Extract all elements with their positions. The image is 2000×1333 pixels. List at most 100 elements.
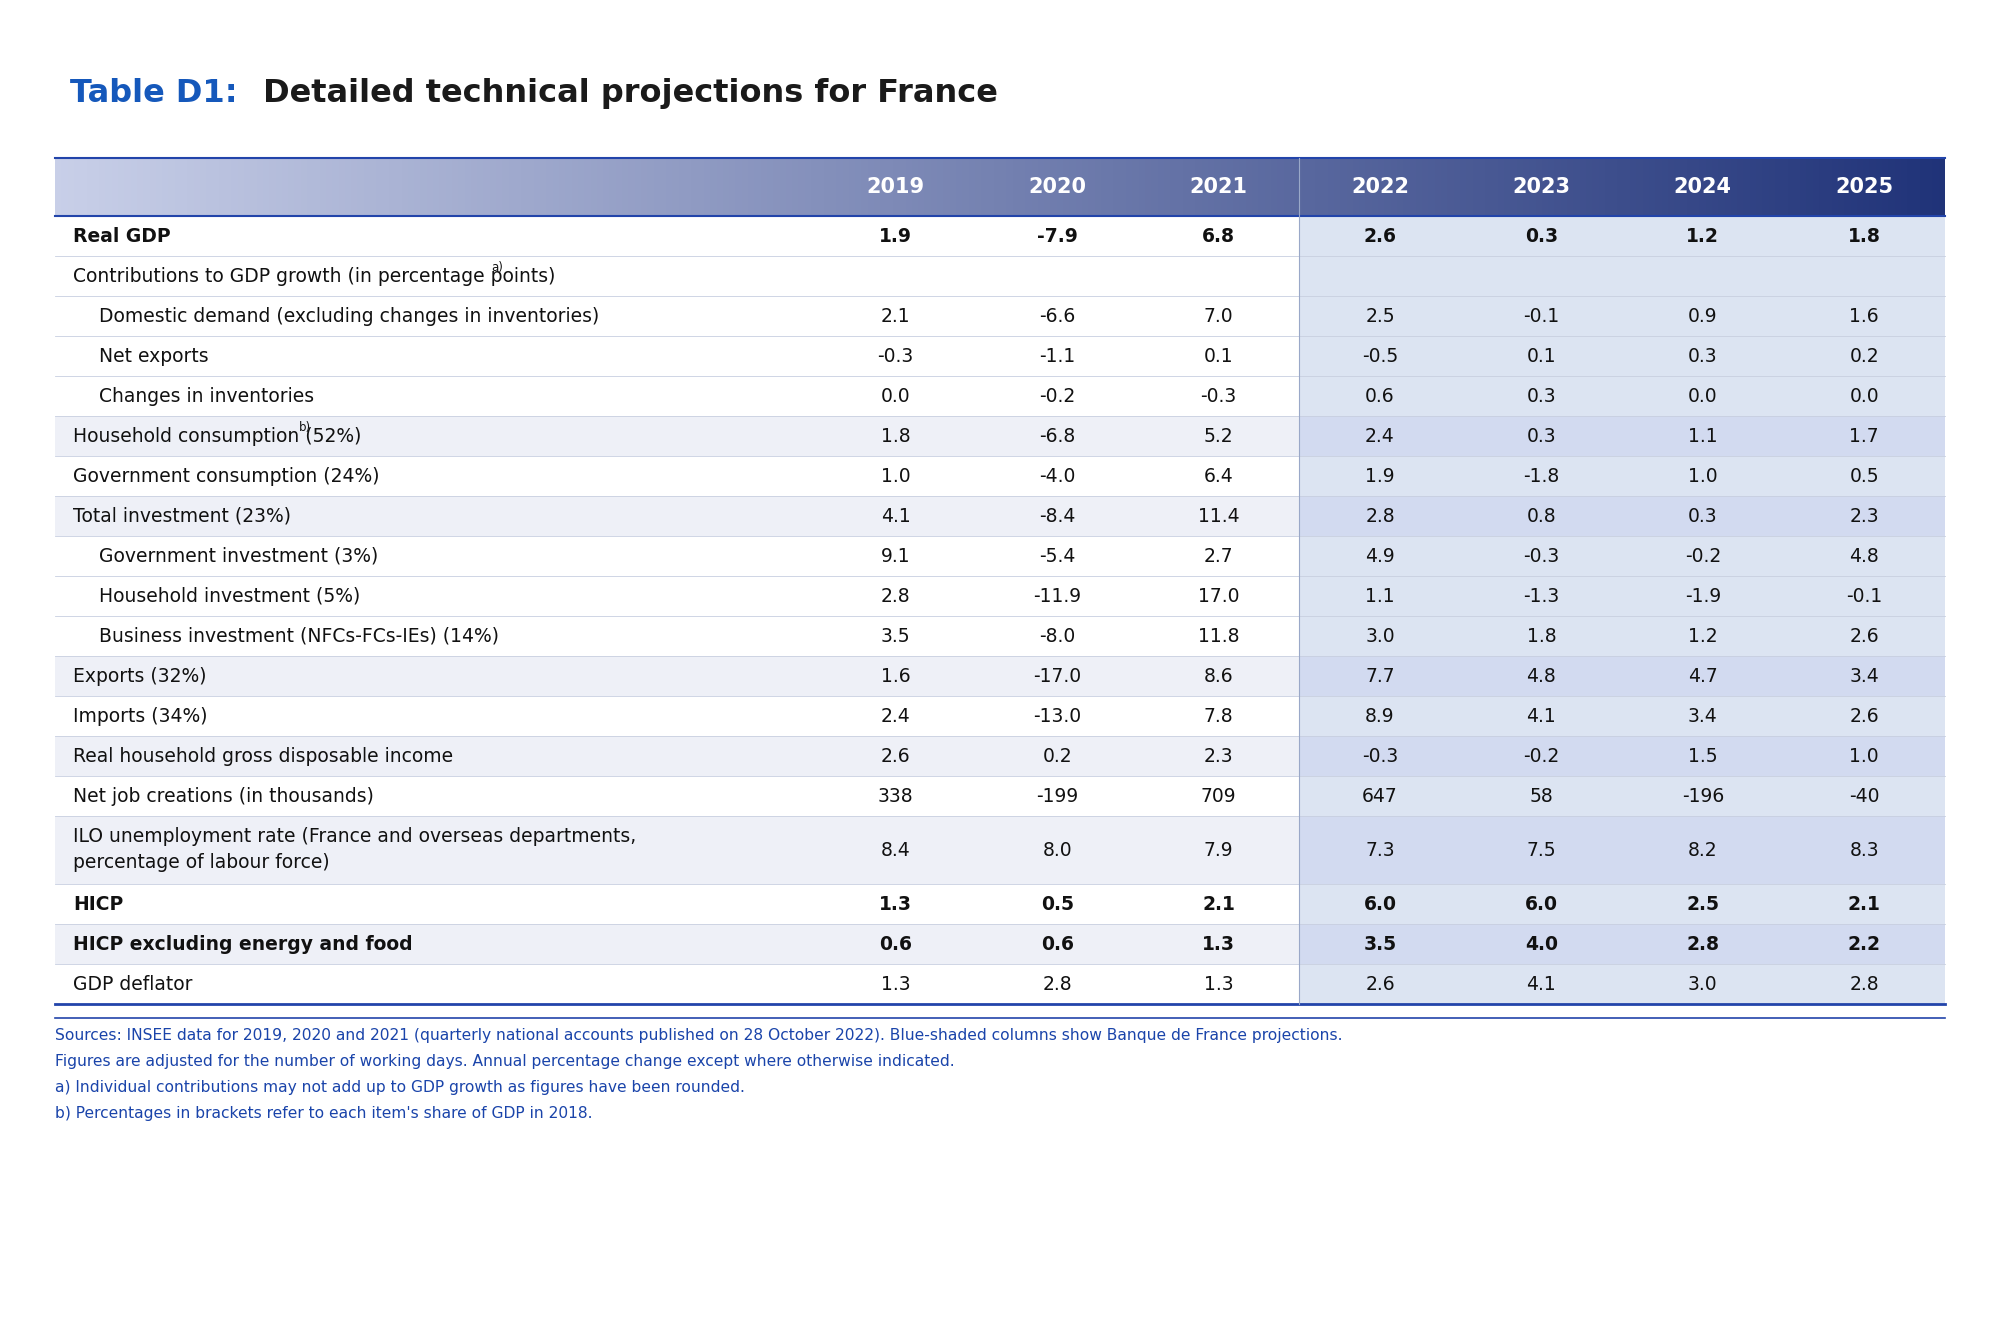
Text: 0.6: 0.6 bbox=[1366, 387, 1394, 405]
Text: 2.6: 2.6 bbox=[1850, 627, 1880, 645]
Text: 2023: 2023 bbox=[1512, 177, 1570, 197]
Bar bbox=[1624, 159, 1630, 216]
Bar bbox=[584, 159, 590, 216]
Text: -11.9: -11.9 bbox=[1034, 587, 1082, 605]
Bar bbox=[238, 159, 244, 216]
Bar bbox=[1730, 159, 1738, 216]
Bar bbox=[754, 159, 760, 216]
Bar bbox=[792, 159, 798, 216]
Bar bbox=[1648, 159, 1656, 216]
Bar bbox=[1630, 159, 1636, 216]
Bar bbox=[1560, 159, 1568, 216]
Bar bbox=[1592, 159, 1598, 216]
Bar bbox=[484, 159, 490, 216]
Bar bbox=[1234, 159, 1240, 216]
Text: 2.8: 2.8 bbox=[1850, 974, 1880, 993]
Bar bbox=[344, 159, 352, 216]
Text: 2.3: 2.3 bbox=[1850, 507, 1880, 525]
Bar bbox=[856, 159, 862, 216]
Bar bbox=[150, 159, 156, 216]
Bar bbox=[1032, 159, 1038, 216]
Bar bbox=[1300, 256, 1944, 296]
Bar bbox=[672, 159, 678, 216]
Bar bbox=[1300, 216, 1944, 256]
Bar bbox=[80, 159, 86, 216]
Text: 2020: 2020 bbox=[1028, 177, 1086, 197]
Bar bbox=[798, 159, 804, 216]
Text: 2.4: 2.4 bbox=[1366, 427, 1394, 445]
Text: 8.0: 8.0 bbox=[1042, 841, 1072, 860]
Bar bbox=[742, 159, 748, 216]
Bar bbox=[1428, 159, 1434, 216]
Bar bbox=[358, 159, 364, 216]
Bar bbox=[56, 496, 1944, 536]
Text: -6.6: -6.6 bbox=[1040, 307, 1076, 325]
Text: HICP excluding energy and food: HICP excluding energy and food bbox=[72, 934, 412, 953]
Text: 1.9: 1.9 bbox=[880, 227, 912, 245]
Bar bbox=[1108, 159, 1114, 216]
Text: -13.0: -13.0 bbox=[1034, 706, 1082, 725]
Bar bbox=[1568, 159, 1574, 216]
Bar bbox=[262, 159, 270, 216]
Bar bbox=[1724, 159, 1730, 216]
Bar bbox=[1088, 159, 1094, 216]
Bar bbox=[830, 159, 836, 216]
Bar bbox=[352, 159, 358, 216]
Text: 2.6: 2.6 bbox=[1364, 227, 1396, 245]
Bar bbox=[1932, 159, 1938, 216]
Bar bbox=[62, 159, 68, 216]
Bar bbox=[1554, 159, 1560, 216]
Text: 2022: 2022 bbox=[1352, 177, 1408, 197]
Bar bbox=[144, 159, 150, 216]
Bar bbox=[1536, 159, 1542, 216]
Bar bbox=[578, 159, 584, 216]
Text: -8.0: -8.0 bbox=[1040, 627, 1076, 645]
Bar bbox=[1850, 159, 1856, 216]
Text: percentage of labour force): percentage of labour force) bbox=[72, 853, 330, 873]
Bar bbox=[1492, 159, 1498, 216]
Bar bbox=[1870, 159, 1876, 216]
Bar bbox=[1220, 159, 1226, 216]
Text: Household consumption (52%): Household consumption (52%) bbox=[72, 427, 362, 445]
Bar bbox=[848, 159, 856, 216]
Bar bbox=[68, 159, 74, 216]
Bar bbox=[546, 159, 552, 216]
Text: 2.8: 2.8 bbox=[880, 587, 910, 605]
Text: Household investment (5%): Household investment (5%) bbox=[100, 587, 360, 605]
Bar bbox=[1300, 576, 1944, 616]
Bar bbox=[1100, 159, 1108, 216]
Bar bbox=[1300, 776, 1944, 816]
Bar bbox=[842, 159, 848, 216]
Bar bbox=[1164, 159, 1170, 216]
Bar bbox=[496, 159, 502, 216]
Bar bbox=[1460, 159, 1466, 216]
Bar bbox=[440, 159, 446, 216]
Text: -0.5: -0.5 bbox=[1362, 347, 1398, 365]
Bar bbox=[256, 159, 262, 216]
Text: b) Percentages in brackets refer to each item's share of GDP in 2018.: b) Percentages in brackets refer to each… bbox=[56, 1106, 592, 1121]
Bar bbox=[1472, 159, 1478, 216]
Text: -0.1: -0.1 bbox=[1524, 307, 1560, 325]
Bar bbox=[396, 159, 402, 216]
Text: 7.8: 7.8 bbox=[1204, 706, 1234, 725]
Bar bbox=[1316, 159, 1322, 216]
Bar bbox=[1300, 456, 1944, 496]
Bar bbox=[1844, 159, 1850, 216]
Text: 0.0: 0.0 bbox=[880, 387, 910, 405]
Text: 1.0: 1.0 bbox=[1688, 467, 1718, 485]
Bar bbox=[294, 159, 300, 216]
Bar bbox=[566, 159, 572, 216]
Text: -4.0: -4.0 bbox=[1038, 467, 1076, 485]
Bar bbox=[282, 159, 288, 216]
Bar bbox=[1144, 159, 1152, 216]
Text: 11.4: 11.4 bbox=[1198, 507, 1240, 525]
Bar bbox=[56, 924, 1944, 964]
Bar bbox=[1832, 159, 1838, 216]
Text: -7.9: -7.9 bbox=[1036, 227, 1078, 245]
Bar bbox=[560, 159, 566, 216]
Bar bbox=[388, 159, 396, 216]
Bar bbox=[824, 159, 830, 216]
Bar bbox=[408, 159, 414, 216]
Text: 1.9: 1.9 bbox=[1366, 467, 1394, 485]
Bar bbox=[1718, 159, 1724, 216]
